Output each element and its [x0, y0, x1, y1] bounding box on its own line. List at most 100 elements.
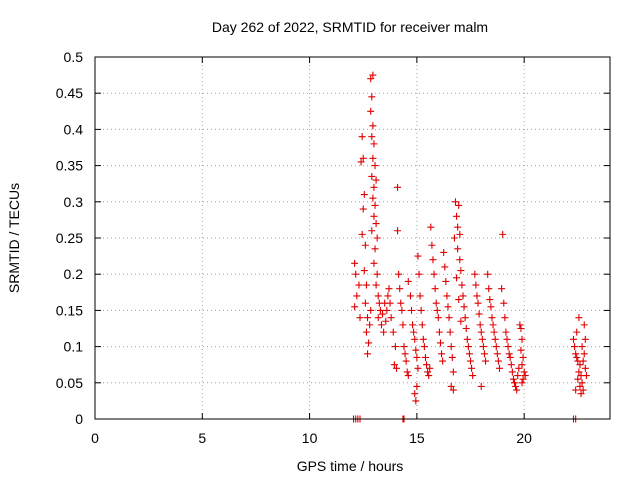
- data-point: [465, 350, 473, 358]
- chart-title: Day 262 of 2022, SRMTID for receiver mal…: [212, 19, 488, 35]
- data-point: [502, 328, 510, 336]
- data-point: [414, 252, 422, 260]
- data-point: [453, 274, 461, 282]
- data-point: [391, 343, 399, 351]
- data-point: [372, 220, 380, 228]
- data-point: [572, 350, 580, 358]
- data-point: [509, 375, 517, 383]
- data-point: [434, 314, 442, 322]
- data-point: [442, 277, 450, 285]
- data-point: [419, 335, 427, 343]
- data-point: [573, 328, 581, 336]
- data-point: [430, 270, 438, 278]
- data-point: [374, 292, 382, 300]
- y-tick-label: 0.4: [64, 121, 84, 137]
- y-tick-label: 0.35: [56, 158, 83, 174]
- x-tick-label: 10: [302, 430, 318, 446]
- data-point: [369, 194, 377, 202]
- data-point: [503, 335, 511, 343]
- data-point: [575, 314, 583, 322]
- data-point: [507, 361, 515, 369]
- data-point: [410, 328, 418, 336]
- data-point: [519, 375, 527, 383]
- data-point: [457, 267, 465, 275]
- data-point: [364, 350, 372, 358]
- data-point: [506, 353, 514, 361]
- data-point: [484, 270, 492, 278]
- y-tick-label: 0.2: [64, 266, 84, 282]
- data-point: [361, 299, 369, 307]
- data-point: [516, 321, 524, 329]
- data-point: [426, 364, 434, 372]
- ticks-layer: 0 0.05 0.1 0.15 0.2 0.25 0.3 0.35 0.4 0.45 0.5 0 5 10…: [56, 49, 610, 446]
- data-point: [356, 314, 364, 322]
- data-point: [370, 212, 378, 220]
- data-point: [359, 154, 367, 162]
- data-point: [500, 299, 508, 307]
- data-point: [521, 372, 529, 380]
- y-tick-label: 0.15: [56, 302, 83, 318]
- data-point: [383, 306, 391, 314]
- data-point: [369, 71, 377, 79]
- data-point: [511, 379, 519, 387]
- data-point: [399, 321, 407, 329]
- data-point: [459, 292, 467, 300]
- data-point: [358, 133, 366, 141]
- data-point: [420, 343, 428, 351]
- data-point: [505, 350, 513, 358]
- data-point: [575, 368, 583, 376]
- data-point: [455, 296, 463, 304]
- data-point: [582, 372, 590, 380]
- y-axis-label: SRMTID / TECUs: [6, 183, 22, 293]
- data-point: [471, 270, 479, 278]
- data-point: [359, 205, 367, 213]
- data-point: [580, 350, 588, 358]
- data-point: [392, 364, 400, 372]
- data-point: [379, 310, 387, 318]
- data-point: [454, 245, 462, 253]
- data-point: [499, 230, 507, 238]
- data-point: [493, 350, 501, 358]
- data-point: [427, 223, 435, 231]
- data-point: [387, 314, 395, 322]
- data-point: [438, 350, 446, 358]
- data-point: [390, 361, 398, 369]
- data-point: [367, 75, 375, 83]
- data-point: [579, 357, 587, 365]
- data-point: [429, 256, 437, 264]
- data-point: [396, 285, 404, 293]
- data-point: [417, 306, 425, 314]
- data-point: [486, 296, 494, 304]
- data-point: [418, 321, 426, 329]
- data-point: [513, 386, 521, 394]
- data-point: [416, 292, 424, 300]
- data-point: [395, 270, 403, 278]
- data-point: [370, 259, 378, 267]
- data-point: [446, 328, 454, 336]
- data-point: [574, 375, 582, 383]
- points-layer: [350, 71, 590, 423]
- y-tick-label: 0.5: [64, 49, 84, 65]
- data-point: [576, 361, 584, 369]
- data-point: [514, 372, 522, 380]
- data-point: [360, 191, 368, 199]
- data-point: [425, 372, 433, 380]
- data-point: [433, 306, 441, 314]
- data-point: [577, 390, 585, 398]
- data-point: [491, 335, 499, 343]
- data-point: [373, 270, 381, 278]
- data-point: [450, 234, 458, 242]
- data-point: [576, 382, 584, 390]
- data-point: [428, 241, 436, 249]
- data-point: [411, 390, 419, 398]
- data-point: [389, 328, 397, 336]
- data-point: [455, 201, 463, 209]
- data-point: [468, 364, 476, 372]
- data-point: [368, 172, 376, 180]
- data-point: [476, 321, 484, 329]
- data-point: [515, 364, 523, 372]
- data-point: [431, 285, 439, 293]
- data-point: [447, 382, 455, 390]
- data-point: [570, 335, 578, 343]
- data-point: [368, 133, 376, 141]
